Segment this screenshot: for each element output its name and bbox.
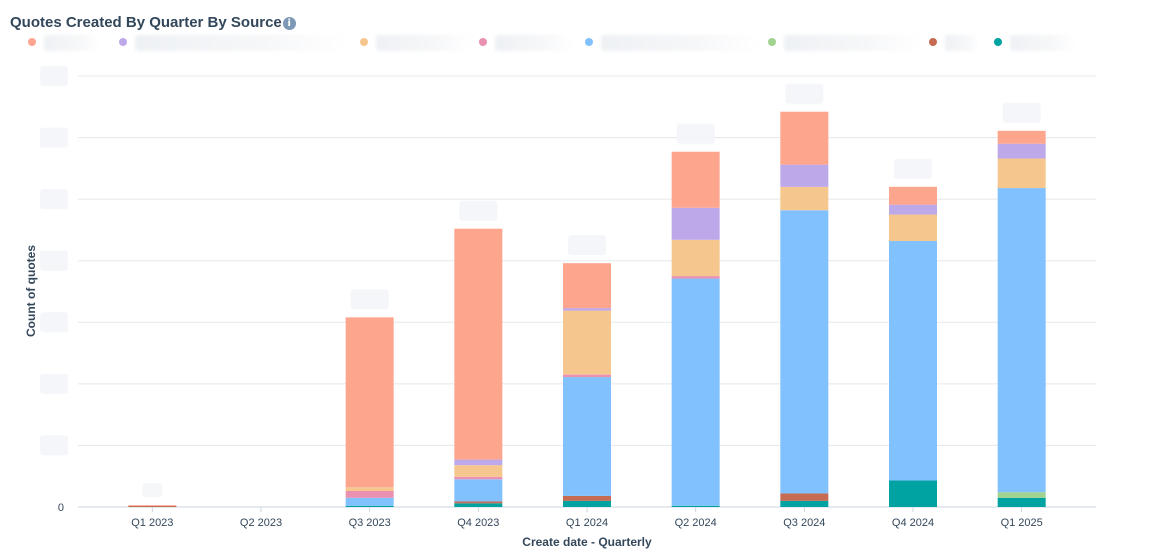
bar-segment[interactable] — [345, 317, 394, 488]
x-axis-ticks: Q1 2023 Q2 2023 Q3 2023 Q4 2023 Q1 2024 Q2 20… — [131, 507, 1043, 529]
legend-dot — [360, 38, 368, 46]
chart-legend — [28, 34, 1128, 52]
bar-segment[interactable] — [997, 143, 1046, 159]
bar-segment[interactable] — [780, 210, 829, 494]
bar-segment[interactable] — [345, 490, 394, 498]
bar-segment[interactable] — [997, 497, 1046, 507]
bar-segment[interactable] — [889, 241, 937, 481]
bar-segment[interactable] — [997, 130, 1046, 144]
bar-segment[interactable] — [671, 276, 720, 279]
bar-total-label-redacted — [568, 235, 606, 256]
bar-segment[interactable] — [671, 278, 720, 506]
bar-segment[interactable] — [128, 505, 177, 507]
bar-segment[interactable] — [563, 495, 611, 501]
chart-title-text: Quotes Created By Quarter By Source — [10, 14, 282, 31]
bar-segment[interactable] — [563, 377, 611, 496]
legend-label-redacted — [495, 35, 573, 51]
legend-label-redacted — [601, 35, 759, 51]
bar-segment[interactable] — [780, 500, 829, 507]
bar-segment[interactable] — [563, 310, 611, 375]
y-axis-title: Count of quotes — [24, 245, 38, 337]
bar-segment[interactable] — [563, 263, 611, 309]
bar-segment[interactable] — [889, 214, 937, 242]
bar-segment[interactable] — [671, 151, 720, 208]
bar-segment[interactable] — [780, 493, 829, 501]
y-tick-label-redacted — [40, 312, 68, 333]
bar-total-label-redacted — [1002, 102, 1041, 123]
bar-segment[interactable] — [671, 505, 720, 507]
legend-dot — [479, 38, 487, 46]
bar-segment[interactable] — [671, 239, 720, 277]
bar-total-label-redacted — [142, 483, 163, 498]
bar-total-label-redacted — [894, 158, 932, 179]
legend-label-redacted — [784, 35, 920, 51]
bar-segment[interactable] — [563, 500, 611, 507]
bar-segment[interactable] — [889, 186, 937, 205]
x-tick-label: Q4 2023 — [457, 517, 499, 529]
bar-segment[interactable] — [454, 459, 503, 466]
x-tick-label: Q2 2024 — [675, 517, 717, 529]
bar-segment[interactable] — [454, 465, 503, 477]
legend-dot — [768, 38, 776, 46]
bar-segment[interactable] — [345, 505, 394, 507]
bar-segment[interactable] — [454, 479, 503, 502]
bar-total-label-redacted — [676, 123, 715, 144]
bar-total-label-redacted — [785, 83, 824, 104]
bar-segment[interactable] — [345, 497, 394, 506]
y-tick-label-redacted — [40, 373, 68, 394]
y-tick-label-redacted — [40, 189, 68, 210]
y-tick-label: 0 — [58, 502, 64, 514]
bar-segment[interactable] — [997, 492, 1046, 498]
legend-dot — [994, 38, 1002, 46]
y-tick-label-redacted — [40, 435, 68, 456]
bar-segment[interactable] — [563, 374, 611, 378]
legend-label-redacted — [945, 35, 979, 51]
bar-segment[interactable] — [454, 228, 503, 460]
legend-dot — [929, 38, 937, 46]
x-tick-label: Q1 2024 — [566, 517, 608, 529]
x-tick-label: Q2 2023 — [240, 517, 282, 529]
legend-label-redacted — [135, 35, 347, 51]
bar-total-labels — [142, 83, 1041, 498]
info-icon[interactable]: i — [282, 17, 296, 30]
bar-segment[interactable] — [997, 158, 1046, 189]
x-tick-label: Q1 2023 — [131, 517, 173, 529]
bar-segment[interactable] — [563, 308, 611, 311]
bar-segment[interactable] — [889, 480, 937, 507]
x-tick-label: Q4 2024 — [892, 517, 934, 529]
bars — [128, 111, 1046, 507]
legend-dot — [119, 38, 127, 46]
bar-segment[interactable] — [345, 487, 394, 491]
legend-dot — [585, 38, 593, 46]
legend-label-redacted — [376, 35, 472, 51]
bar-segment[interactable] — [128, 505, 177, 506]
bar-segment[interactable] — [997, 188, 1046, 493]
y-axis-ticks: 0 — [40, 66, 68, 514]
x-tick-label: Q3 2024 — [783, 517, 825, 529]
bar-segment[interactable] — [671, 207, 720, 240]
bar-segment[interactable] — [780, 164, 829, 187]
y-tick-label-redacted — [40, 250, 68, 271]
legend-label-redacted — [1010, 35, 1076, 51]
legend-label-redacted — [44, 35, 100, 51]
bar-segment[interactable] — [780, 186, 829, 211]
x-tick-label: Q1 2025 — [1001, 517, 1043, 529]
y-tick-label-redacted — [40, 66, 68, 86]
bar-segment[interactable] — [454, 501, 503, 504]
x-tick-label: Q3 2023 — [349, 517, 391, 529]
bar-segment[interactable] — [889, 204, 937, 215]
chart-title: Quotes Created By Quarter By Source i — [10, 14, 296, 31]
bar-segment[interactable] — [454, 503, 503, 507]
bar-total-label-redacted — [350, 289, 389, 310]
x-axis-title: Create date - Quarterly — [522, 535, 652, 549]
bar-segment[interactable] — [780, 111, 829, 165]
bar-segment[interactable] — [454, 476, 503, 480]
y-tick-label-redacted — [40, 127, 68, 148]
legend-dot — [28, 38, 36, 46]
bar-total-label-redacted — [459, 200, 498, 221]
